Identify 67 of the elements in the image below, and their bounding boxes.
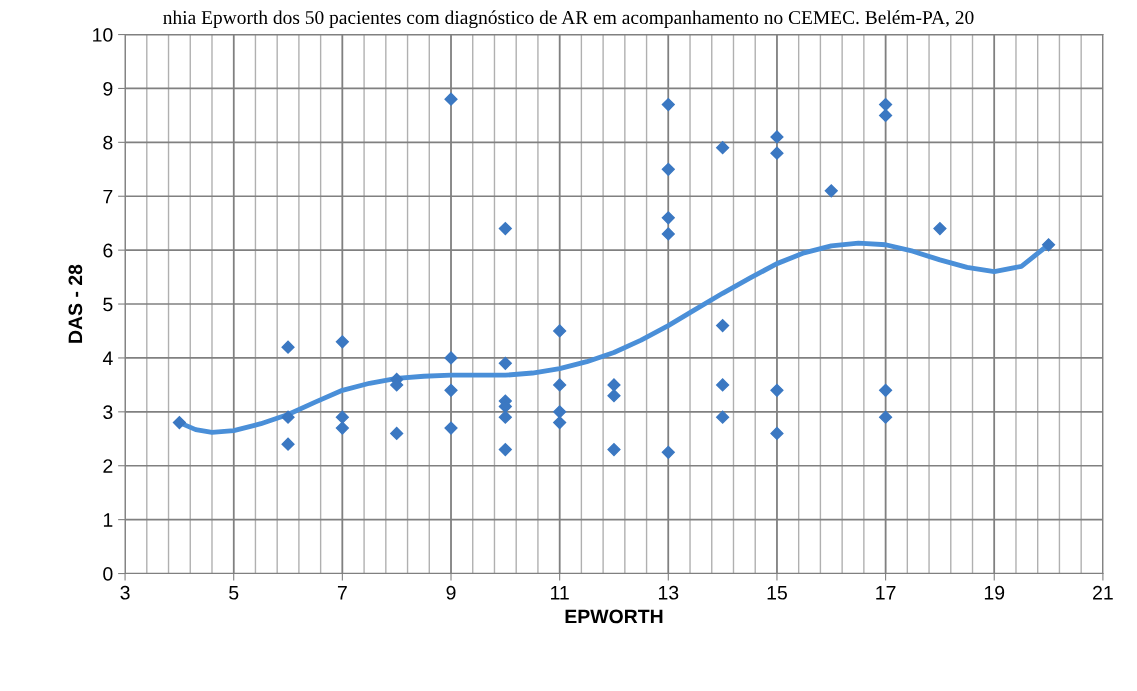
x-tick-label: 21 xyxy=(1093,585,1113,600)
point xyxy=(716,410,730,424)
point xyxy=(661,445,675,459)
x-tick-label: 17 xyxy=(876,586,896,600)
point xyxy=(879,410,893,424)
point xyxy=(607,389,621,403)
point xyxy=(661,162,675,176)
x-tick-label: 7 xyxy=(337,586,347,600)
point xyxy=(661,98,675,112)
point xyxy=(498,221,512,236)
point xyxy=(607,378,621,392)
point xyxy=(444,92,458,106)
point xyxy=(716,378,730,392)
point xyxy=(444,351,458,365)
y-tick-label: 2 xyxy=(103,459,113,473)
point xyxy=(390,426,404,440)
point xyxy=(770,146,784,160)
y-tick-label: 10 xyxy=(93,28,113,42)
y-tick-label: 3 xyxy=(103,405,113,420)
point xyxy=(498,356,512,370)
point xyxy=(498,442,512,457)
y-tick-label: 6 xyxy=(103,243,113,258)
point xyxy=(933,221,947,236)
y-tick-label: 9 xyxy=(103,81,113,96)
x-tick-label: 19 xyxy=(984,585,1005,600)
point xyxy=(281,437,295,451)
point xyxy=(553,405,567,419)
point xyxy=(824,184,838,198)
point xyxy=(553,324,567,338)
point xyxy=(553,416,567,430)
point xyxy=(172,416,186,430)
x-tick-label: 15 xyxy=(767,586,787,600)
point xyxy=(770,426,784,440)
point xyxy=(335,421,349,435)
point xyxy=(661,227,675,241)
point xyxy=(335,410,349,424)
point xyxy=(281,340,295,354)
point xyxy=(498,410,512,424)
point xyxy=(607,442,621,457)
point xyxy=(770,130,784,144)
chart-title: nhia Epworth dos 50 pacientes com diagnóstico de AR em acompanhamento no CEMEC. Belém-PA, 20 xyxy=(163,10,974,29)
point xyxy=(281,410,295,424)
x-tick-label: 11 xyxy=(551,586,569,600)
point xyxy=(879,98,893,112)
y-tick-label: 7 xyxy=(103,189,113,204)
point xyxy=(1041,238,1056,252)
x-tick-label: 13 xyxy=(658,585,679,600)
x-tick-label: 9 xyxy=(446,585,456,600)
point xyxy=(879,108,893,122)
x-tick-label: 5 xyxy=(229,586,239,600)
point xyxy=(444,421,458,435)
y-axis-title: DAS - 28 xyxy=(68,264,83,343)
point xyxy=(770,383,784,397)
y-tick-label: 4 xyxy=(102,351,113,365)
point xyxy=(716,141,730,155)
point xyxy=(553,378,567,392)
y-tick-label: 0 xyxy=(103,567,113,581)
point xyxy=(335,335,349,349)
y-tick-label: 1 xyxy=(103,513,113,527)
point xyxy=(444,383,458,397)
point xyxy=(879,383,893,397)
y-tick-label: 5 xyxy=(103,297,113,312)
y-tick-label: 8 xyxy=(103,135,113,150)
x-tick-label: 3 xyxy=(120,585,130,600)
point xyxy=(661,211,675,225)
x-axis-title: EPWORTH xyxy=(565,609,663,624)
point xyxy=(716,319,730,333)
